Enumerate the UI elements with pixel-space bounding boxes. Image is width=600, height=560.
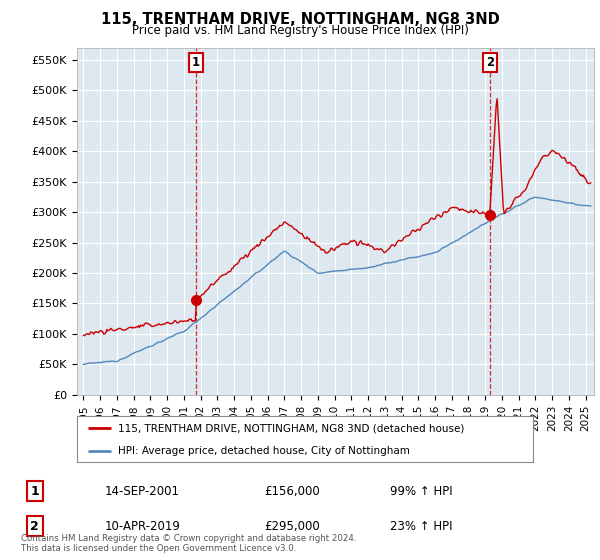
Text: 2: 2 — [485, 57, 494, 69]
Text: 115, TRENTHAM DRIVE, NOTTINGHAM, NG8 3ND (detached house): 115, TRENTHAM DRIVE, NOTTINGHAM, NG8 3ND… — [118, 423, 464, 433]
Text: 1: 1 — [192, 57, 200, 69]
Text: £156,000: £156,000 — [264, 484, 320, 498]
Text: Price paid vs. HM Land Registry's House Price Index (HPI): Price paid vs. HM Land Registry's House … — [131, 24, 469, 36]
Text: 115, TRENTHAM DRIVE, NOTTINGHAM, NG8 3ND: 115, TRENTHAM DRIVE, NOTTINGHAM, NG8 3ND — [101, 12, 499, 27]
Text: £295,000: £295,000 — [264, 520, 320, 533]
Text: 1: 1 — [31, 484, 39, 498]
Text: 2: 2 — [31, 520, 39, 533]
Text: 23% ↑ HPI: 23% ↑ HPI — [390, 520, 452, 533]
Text: 99% ↑ HPI: 99% ↑ HPI — [390, 484, 452, 498]
Text: 14-SEP-2001: 14-SEP-2001 — [105, 484, 180, 498]
Text: Contains HM Land Registry data © Crown copyright and database right 2024.
This d: Contains HM Land Registry data © Crown c… — [21, 534, 356, 553]
Text: HPI: Average price, detached house, City of Nottingham: HPI: Average price, detached house, City… — [118, 446, 410, 455]
Text: 10-APR-2019: 10-APR-2019 — [105, 520, 181, 533]
